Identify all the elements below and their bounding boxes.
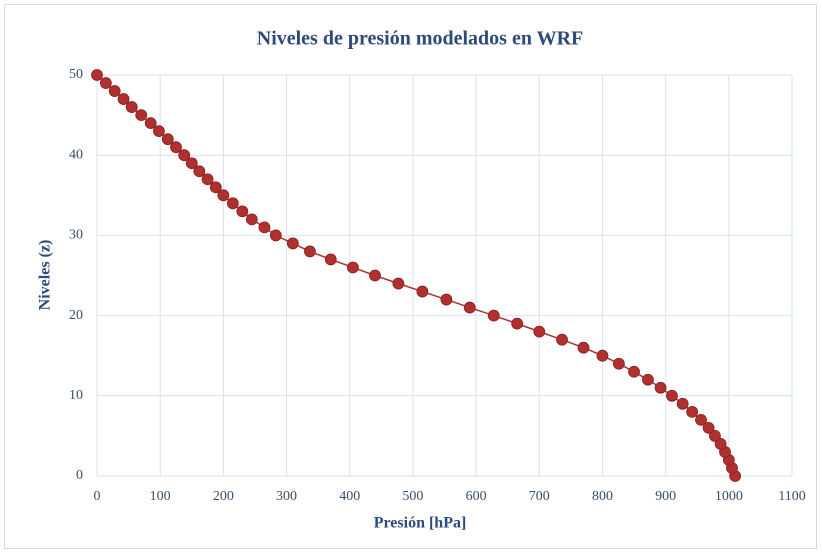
y-tick-label: 30 (69, 228, 83, 243)
data-point (556, 333, 568, 346)
data-point (702, 421, 715, 434)
data-point (185, 157, 198, 170)
data-point (201, 173, 214, 186)
y-tick-label: 10 (69, 388, 83, 403)
data-point (209, 181, 222, 194)
data-point (170, 141, 182, 154)
data-point (695, 413, 707, 426)
data-point (654, 381, 667, 394)
x-tick-label: 0 (94, 489, 101, 504)
data-point (666, 389, 678, 402)
data-point (178, 149, 191, 162)
data-point (226, 197, 239, 210)
chart-title: Niveles de presión modelados en WRF (257, 28, 584, 50)
data-point (258, 221, 271, 234)
x-tick-label: 200 (213, 489, 234, 504)
data-point (217, 189, 230, 202)
x-tick-label: 100 (150, 489, 171, 504)
y-tick-label: 40 (69, 147, 83, 162)
data-point (286, 237, 299, 250)
data-point (533, 325, 546, 338)
data-point (709, 429, 721, 442)
x-tick-label: 900 (655, 489, 676, 504)
y-axis-label: Niveles (z) (37, 240, 54, 311)
chart-border (4, 4, 817, 549)
x-tick-label: 300 (276, 489, 297, 504)
data-point (714, 438, 727, 450)
x-axis-label: Presión [hPa] (374, 515, 467, 532)
data-point (304, 245, 316, 258)
x-tick-label: 800 (592, 489, 613, 504)
plot (91, 69, 742, 482)
y-tick-label: 0 (76, 468, 83, 483)
data-point (193, 165, 206, 178)
data-point (108, 85, 121, 97)
data-point (144, 117, 157, 130)
data-point (642, 373, 654, 386)
data-point (392, 277, 405, 290)
data-point (511, 317, 524, 330)
data-point (676, 397, 689, 410)
x-tick-label: 1100 (778, 489, 805, 504)
data-point (99, 77, 112, 89)
data-point (440, 293, 453, 306)
data-point (117, 93, 130, 105)
y-tick-label: 50 (69, 67, 83, 82)
data-point (686, 405, 699, 418)
data-point (91, 69, 103, 81)
x-tick-label: 1000 (715, 489, 743, 504)
data-point (161, 133, 174, 146)
grid: 0 100 200 300 400 500 600 700 800 900 1000 1100 0 10 2… (69, 67, 806, 504)
data-point (416, 285, 429, 298)
x-tick-label: 600 (466, 489, 487, 504)
data-point (346, 261, 359, 274)
data-point (369, 269, 381, 282)
x-tick-label: 700 (529, 489, 550, 504)
data-point (236, 205, 249, 218)
data-point (463, 301, 476, 314)
data-point (125, 101, 138, 113)
data-point (135, 109, 148, 121)
data-point (245, 213, 258, 226)
data-point (612, 357, 625, 370)
data-point (596, 349, 609, 362)
y-tick-label: 20 (69, 308, 83, 323)
data-point (269, 229, 282, 242)
data-point (487, 309, 500, 322)
data-point (577, 341, 590, 354)
data-point (628, 365, 640, 378)
data-point (153, 125, 165, 138)
data-point (324, 253, 337, 266)
x-tick-label: 500 (402, 489, 423, 504)
x-tick-label: 400 (339, 489, 360, 504)
